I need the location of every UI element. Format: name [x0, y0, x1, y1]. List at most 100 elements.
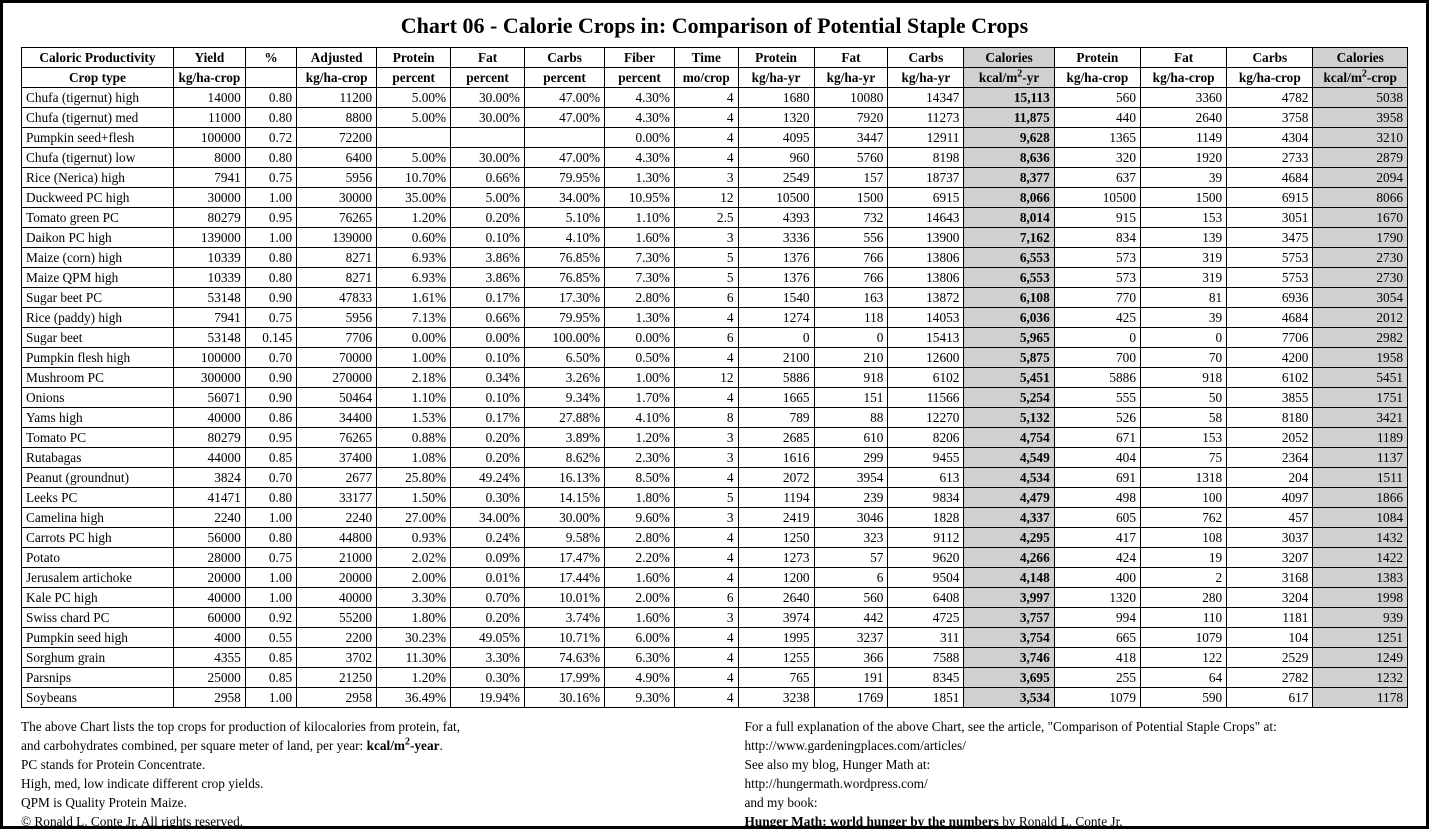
col-subheader-5: percent	[451, 68, 525, 88]
cell-9: 10500	[738, 188, 814, 208]
cell-10: 3237	[814, 628, 888, 648]
cell-3: 5956	[297, 168, 377, 188]
cell-12: 3,746	[964, 648, 1054, 668]
col-subheader-14: kg/ha-crop	[1140, 68, 1226, 88]
note-line: See also my blog, Hunger Math at:	[745, 756, 1409, 774]
cell-7: 9.60%	[605, 508, 675, 528]
cell-8: 4	[674, 308, 738, 328]
cell-14: 70	[1140, 348, 1226, 368]
cell-3: 50464	[297, 388, 377, 408]
cell-13: 605	[1054, 508, 1140, 528]
cell-12: 3,695	[964, 668, 1054, 688]
cell-7: 8.50%	[605, 468, 675, 488]
cell-6: 74.63%	[525, 648, 605, 668]
cell-9: 1680	[738, 88, 814, 108]
cell-12: 3,534	[964, 688, 1054, 708]
cell-5: 30.00%	[451, 148, 525, 168]
cell-0: Sugar beet	[22, 328, 174, 348]
cell-8: 6	[674, 328, 738, 348]
cell-3: 2958	[297, 688, 377, 708]
cell-4: 0.60%	[377, 228, 451, 248]
cell-16: 3421	[1313, 408, 1408, 428]
table-row: Kale PC high400001.00400003.30%0.70%10.0…	[22, 588, 1408, 608]
col-subheader-16: kcal/m2-crop	[1313, 68, 1408, 88]
cell-5: 0.70%	[451, 588, 525, 608]
notes-right: For a full explanation of the above Char…	[745, 718, 1409, 832]
chart-page: Chart 06 - Calorie Crops in: Comparison …	[0, 0, 1429, 829]
cell-3: 72200	[297, 128, 377, 148]
cell-1: 30000	[173, 188, 245, 208]
cell-1: 7941	[173, 168, 245, 188]
cell-0: Pumpkin flesh high	[22, 348, 174, 368]
cell-9: 3238	[738, 688, 814, 708]
cell-10: 442	[814, 608, 888, 628]
cell-15: 4304	[1227, 128, 1313, 148]
cell-2: 1.00	[245, 188, 296, 208]
cell-7: 1.00%	[605, 368, 675, 388]
cell-4: 6.93%	[377, 268, 451, 288]
cell-10: 732	[814, 208, 888, 228]
cell-7: 2.00%	[605, 588, 675, 608]
cell-11: 8206	[888, 428, 964, 448]
cell-13: 10500	[1054, 188, 1140, 208]
cell-16: 2730	[1313, 248, 1408, 268]
cell-5: 49.24%	[451, 468, 525, 488]
cell-12: 11,875	[964, 108, 1054, 128]
col-header-8: Time	[674, 48, 738, 68]
table-row: Parsnips250000.85212501.20%0.30%17.99%4.…	[22, 668, 1408, 688]
cell-4: 3.30%	[377, 588, 451, 608]
cell-12: 4,266	[964, 548, 1054, 568]
cell-3: 11200	[297, 88, 377, 108]
cell-7: 4.90%	[605, 668, 675, 688]
cell-15: 7706	[1227, 328, 1313, 348]
note-line: http://hungermath.wordpress.com/	[745, 775, 1409, 793]
col-subheader-13: kg/ha-crop	[1054, 68, 1140, 88]
cell-2: 0.85	[245, 648, 296, 668]
cell-15: 457	[1227, 508, 1313, 528]
col-header-1: Yield	[173, 48, 245, 68]
cell-0: Chufa (tigernut) high	[22, 88, 174, 108]
cell-6: 4.10%	[525, 228, 605, 248]
table-row: Pumpkin flesh high1000000.70700001.00%0.…	[22, 348, 1408, 368]
cell-13: 320	[1054, 148, 1140, 168]
cell-1: 56071	[173, 388, 245, 408]
cell-3: 8271	[297, 268, 377, 288]
table-row: Rutabagas440000.85374001.08%0.20%8.62%2.…	[22, 448, 1408, 468]
cell-9: 2072	[738, 468, 814, 488]
cell-12: 5,254	[964, 388, 1054, 408]
cell-8: 6	[674, 288, 738, 308]
cell-7: 1.10%	[605, 208, 675, 228]
cell-11: 14347	[888, 88, 964, 108]
cell-11: 7588	[888, 648, 964, 668]
cell-7: 7.30%	[605, 248, 675, 268]
cell-16: 1958	[1313, 348, 1408, 368]
cell-1: 4355	[173, 648, 245, 668]
cell-15: 8180	[1227, 408, 1313, 428]
cell-7: 0.50%	[605, 348, 675, 368]
cell-14: 762	[1140, 508, 1226, 528]
cell-14: 1318	[1140, 468, 1226, 488]
cell-14: 39	[1140, 308, 1226, 328]
cell-2: 0.75	[245, 308, 296, 328]
cell-3: 2200	[297, 628, 377, 648]
cell-16: 5038	[1313, 88, 1408, 108]
cell-0: Pumpkin seed high	[22, 628, 174, 648]
cell-11: 8198	[888, 148, 964, 168]
cell-7: 6.30%	[605, 648, 675, 668]
cell-14: 81	[1140, 288, 1226, 308]
table-row: Chufa (tigernut) low80000.8064005.00%30.…	[22, 148, 1408, 168]
cell-8: 4	[674, 688, 738, 708]
cell-14: 139	[1140, 228, 1226, 248]
cell-7: 2.80%	[605, 288, 675, 308]
cell-9: 789	[738, 408, 814, 428]
cell-13: 424	[1054, 548, 1140, 568]
cell-0: Kale PC high	[22, 588, 174, 608]
cell-8: 2.5	[674, 208, 738, 228]
cell-6: 9.58%	[525, 528, 605, 548]
cell-11: 8345	[888, 668, 964, 688]
table-row: Peanut (groundnut)38240.70267725.80%49.2…	[22, 468, 1408, 488]
cell-8: 5	[674, 268, 738, 288]
cell-10: 5760	[814, 148, 888, 168]
col-header-2: %	[245, 48, 296, 68]
cell-1: 4000	[173, 628, 245, 648]
